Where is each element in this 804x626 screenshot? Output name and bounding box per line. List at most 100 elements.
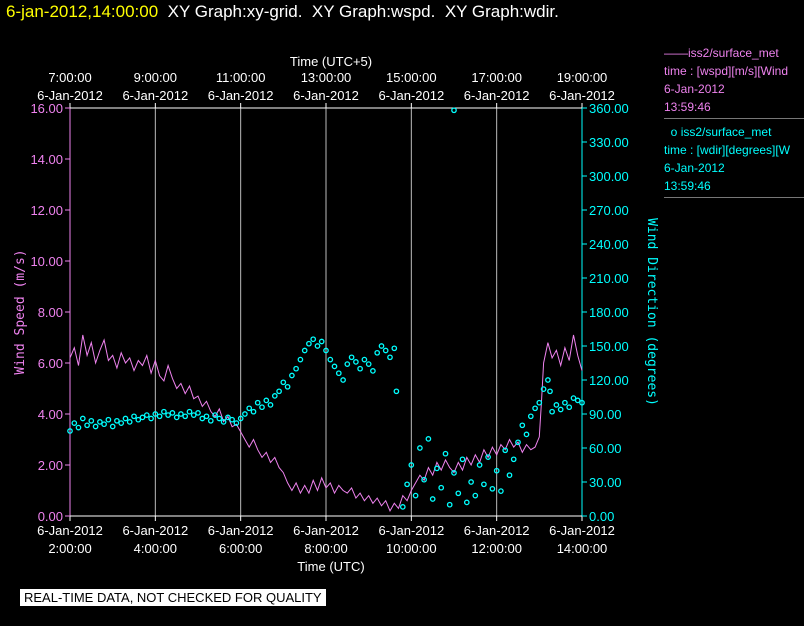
wind-direction-point xyxy=(203,413,210,420)
header-timestamp: 6-jan-2012,14:00:00 xyxy=(6,2,159,21)
vertical-grid xyxy=(154,108,498,516)
wind-direction-point xyxy=(481,481,487,488)
wind-direction-point xyxy=(199,415,206,422)
wind-direction-point xyxy=(263,397,270,404)
wind-direction-point xyxy=(344,361,351,367)
wind-direction-point xyxy=(229,416,235,423)
wind-direction-point xyxy=(429,496,436,502)
y-right-tick-label: 180.00 xyxy=(589,305,629,320)
wind-direction-point xyxy=(284,383,291,390)
wind-direction-point xyxy=(506,472,513,479)
x-tick-time: 14:00:00 xyxy=(557,541,608,556)
x-tick-time: 2:00:00 xyxy=(48,541,91,556)
wind-direction-point xyxy=(126,419,133,425)
wind-direction-point xyxy=(515,439,521,446)
x-tick-date: 6-Jan-2012 xyxy=(378,523,444,538)
wind-direction-point xyxy=(71,420,78,426)
y-right-tick-label: 210.00 xyxy=(589,271,629,286)
legend-circle-marker: o xyxy=(670,125,678,139)
quality-warning: REAL-TIME DATA, NOT CHECKED FOR QUALITY xyxy=(20,589,326,606)
y-right-tick-label: 270.00 xyxy=(589,203,629,218)
top-tick-time: 11:00:00 xyxy=(216,70,266,85)
y-right-tick-label: 300.00 xyxy=(589,169,629,184)
legend: ——iss2/surface_met time : [wspd][m/s][Wi… xyxy=(664,44,804,202)
wind-direction-point xyxy=(242,411,248,417)
wind-direction-point xyxy=(498,488,504,494)
wind-direction-point xyxy=(519,422,526,429)
y-right-tick-label: 150.00 xyxy=(589,339,629,354)
legend-series-name: iss2/surface_met xyxy=(688,46,779,60)
legend-variable: time : [wdir][degrees][W xyxy=(664,143,791,157)
wind-direction-point xyxy=(574,397,581,404)
x-tick-date: 6-Jan-2012 xyxy=(208,523,274,538)
y-right-tick-label: 120.00 xyxy=(589,373,629,388)
y-left-tick-label: 10.00 xyxy=(30,254,63,269)
wind-direction-point xyxy=(335,370,342,377)
wind-direction-point xyxy=(207,417,214,424)
wind-direction-point xyxy=(254,399,261,406)
wind-direction-point xyxy=(370,368,376,374)
wind-direction-point xyxy=(84,422,90,429)
wind-direction-point xyxy=(139,414,146,421)
wind-direction-point xyxy=(101,421,107,428)
wind-direction-point xyxy=(131,413,137,420)
wind-direction-point xyxy=(536,399,543,406)
wind-direction-point xyxy=(156,413,163,420)
wind-direction-point xyxy=(393,388,400,395)
x-tick-date: 6-Jan-2012 xyxy=(37,523,103,538)
x-tick-time: 4:00:00 xyxy=(134,541,177,556)
wind-direction-point xyxy=(451,470,457,476)
wind-direction-point xyxy=(545,377,551,383)
wind-direction-point xyxy=(399,504,406,510)
wind-direction-point xyxy=(135,416,142,423)
legend-date: 6-Jan-2012 xyxy=(664,82,725,96)
wind-direction-point xyxy=(348,354,355,361)
wind-direction-point xyxy=(143,412,150,418)
wind-direction-point xyxy=(289,372,295,379)
y-left-tick-label: 0.00 xyxy=(38,509,63,524)
wind-direction-point xyxy=(425,436,432,442)
wind-direction-point xyxy=(340,377,346,383)
top-tick-date: 6-Jan-2012 xyxy=(208,88,274,103)
wind-direction-point xyxy=(280,379,287,386)
y-right-tick-label: 90.00 xyxy=(589,407,622,422)
wind-direction-point xyxy=(195,410,201,416)
wind-direction-point xyxy=(92,423,99,430)
wind-direction-point xyxy=(412,492,419,499)
wind-direction-point xyxy=(434,465,440,472)
wind-direction-point xyxy=(186,408,193,415)
legend-line-marker: —— xyxy=(664,46,688,60)
y-left-tick-label: 6.00 xyxy=(38,356,63,371)
wind-direction-point xyxy=(502,447,509,454)
legend-entry-wdir: o iss2/surface_met time : [wdir][degrees… xyxy=(664,123,804,198)
wind-direction-point xyxy=(118,420,125,426)
x-tick-time: 6:00:00 xyxy=(219,541,262,556)
wind-direction-point xyxy=(173,414,180,421)
wind-direction-point xyxy=(387,354,393,361)
wind-direction-point xyxy=(250,408,257,415)
wind-direction-point xyxy=(378,343,385,349)
wind-direction-point xyxy=(114,417,120,424)
wind-direction-point xyxy=(451,107,457,114)
wind-speed-line xyxy=(69,334,583,513)
x-tick-date: 6-Jan-2012 xyxy=(122,523,188,538)
wind-direction-point xyxy=(165,412,171,418)
x-tick-time: 12:00:00 xyxy=(471,541,522,556)
wind-direction-point xyxy=(463,499,470,506)
y-right-tick-label: 30.00 xyxy=(589,475,622,490)
y-right-tick-label: 240.00 xyxy=(589,237,629,252)
wind-direction-point xyxy=(365,361,372,367)
wind-direction-point xyxy=(468,479,474,485)
wind-direction-point xyxy=(310,336,317,343)
wind-direction-point xyxy=(566,404,573,411)
wind-direction-point xyxy=(523,431,530,438)
wind-direction-point xyxy=(485,454,491,460)
legend-series-name: iss2/surface_met xyxy=(680,125,772,139)
wind-direction-series xyxy=(67,107,585,510)
top-tick-date: 6-Jan-2012 xyxy=(464,88,530,103)
top-tick-time: 7:00:00 xyxy=(48,70,91,85)
wind-direction-point xyxy=(557,406,564,413)
wind-direction-point xyxy=(408,462,415,468)
right-axis-title: Wind Direction (degrees) xyxy=(644,218,659,406)
